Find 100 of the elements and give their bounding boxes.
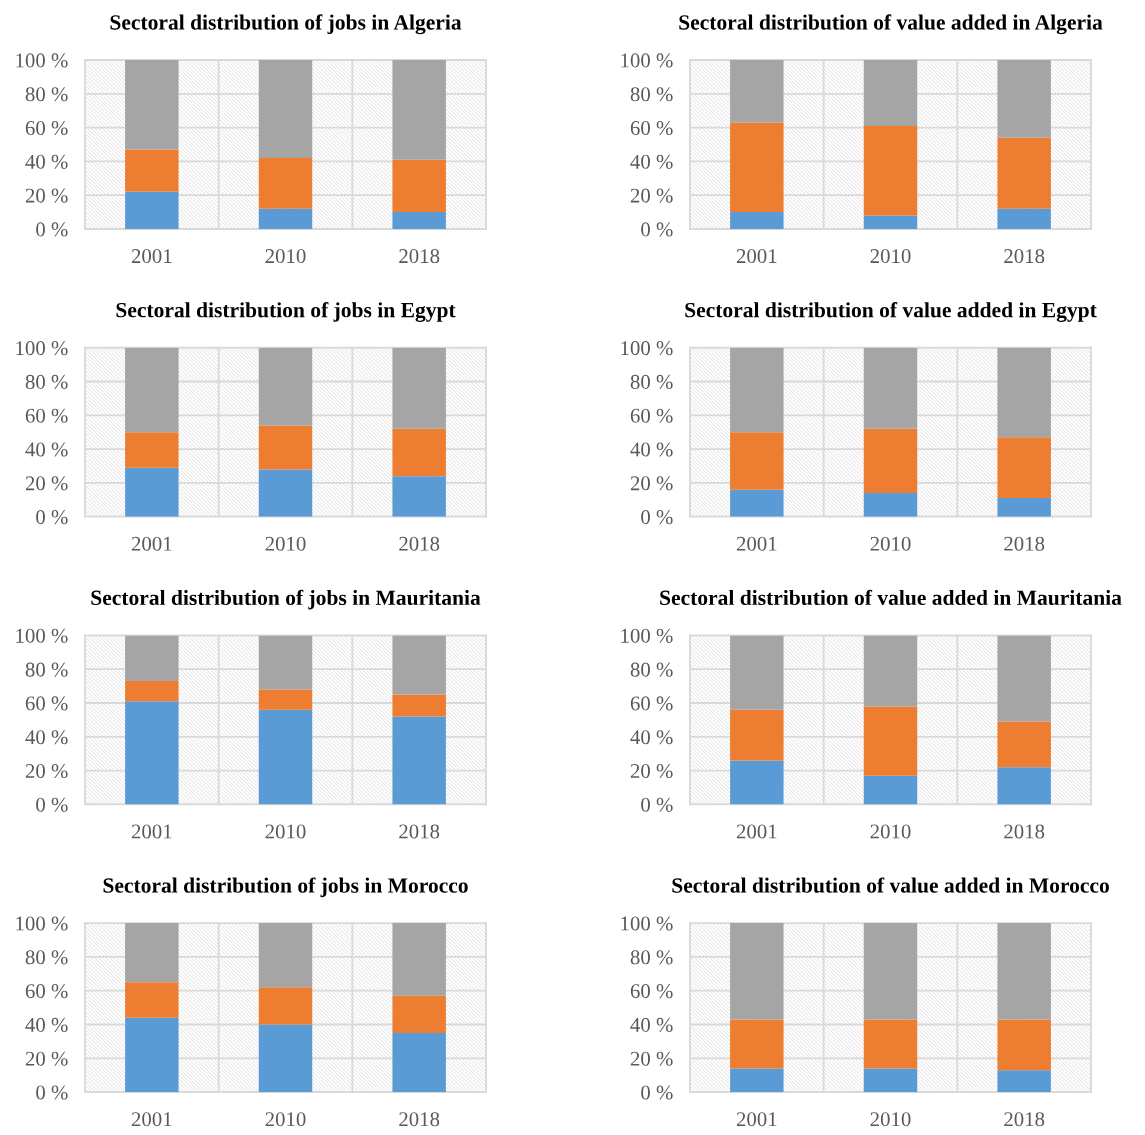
y-tick-label: 0 % [641, 510, 673, 525]
chart-title: Sectoral distribution of value added in Mauritania [660, 589, 1122, 606]
bar [730, 923, 784, 1020]
bar [997, 1019, 1051, 1071]
bar [730, 212, 784, 229]
bar [863, 493, 918, 517]
bar [392, 923, 446, 996]
bar [730, 1019, 784, 1069]
bar [863, 706, 918, 776]
bar [392, 428, 446, 477]
bar [125, 191, 179, 229]
bar [997, 437, 1051, 499]
bar [863, 923, 918, 1020]
bar [258, 208, 313, 229]
bar [392, 476, 446, 517]
bar [730, 60, 784, 123]
x-tick-label: 2001 [736, 249, 777, 264]
x-tick-label: 2001 [131, 824, 172, 839]
y-tick-label: 80 % [630, 662, 673, 677]
bar [258, 635, 313, 690]
bar [258, 987, 313, 1025]
x-tick-label: 2001 [736, 1112, 777, 1127]
x-tick-label: 2001 [736, 536, 777, 551]
bar [730, 489, 784, 517]
bar [997, 767, 1051, 805]
bar [863, 428, 918, 494]
x-tick-label: 2001 [736, 824, 777, 839]
bar [125, 347, 179, 433]
y-tick-label: 80 % [630, 374, 673, 389]
bar [125, 982, 179, 1018]
x-tick-label: 2010 [870, 824, 911, 839]
bar [392, 159, 446, 213]
y-tick-label: 0 % [36, 222, 68, 237]
bar [258, 425, 313, 470]
bar [258, 689, 313, 710]
bar [125, 60, 179, 150]
bar [125, 149, 179, 192]
y-tick-label: 20 % [25, 763, 68, 779]
bar [125, 432, 179, 468]
bar [730, 635, 784, 710]
x-tick-label: 2010 [870, 536, 911, 551]
y-tick-label: 20 % [630, 476, 673, 491]
bar [258, 923, 313, 988]
chart-title: Sectoral distribution of jobs in Mauritania [91, 589, 481, 610]
y-tick-label: 100 % [16, 628, 68, 643]
chart-title: Sectoral distribution of value added in Morocco [672, 877, 1109, 893]
y-tick-label: 80 % [630, 87, 673, 102]
y-tick-label: 80 % [25, 950, 68, 965]
y-tick-label: 20 % [25, 188, 68, 203]
chart-title: Sectoral distribution of jobs in Egypt [116, 301, 456, 322]
bar [392, 347, 446, 429]
bar [730, 1068, 784, 1093]
y-tick-label: 20 % [630, 1051, 673, 1066]
y-tick-label: 60 % [25, 408, 68, 423]
bar [392, 212, 446, 229]
x-tick-label: 2001 [131, 536, 172, 551]
bar [997, 498, 1051, 517]
bar [125, 701, 179, 805]
bar [997, 635, 1051, 722]
y-tick-label: 0 % [641, 222, 673, 237]
bar [863, 775, 918, 805]
bar [863, 347, 918, 429]
x-tick-label: 2018 [399, 536, 440, 551]
x-tick-label: 2018 [399, 824, 440, 839]
x-tick-label: 2001 [131, 1112, 172, 1127]
bar [392, 995, 446, 1033]
bar [392, 60, 446, 160]
chart-title: Sectoral distribution of value added in Egypt [685, 301, 1097, 322]
bar [392, 694, 446, 717]
y-tick-label: 40 % [25, 730, 68, 745]
y-tick-label: 100 % [16, 916, 68, 931]
y-tick-label: 0 % [641, 1085, 673, 1100]
x-tick-label: 2001 [131, 249, 172, 264]
bar [863, 125, 918, 216]
bar [258, 158, 313, 209]
y-tick-label: 100 % [16, 341, 68, 356]
bar [997, 721, 1051, 768]
y-tick-label: 60 % [630, 984, 673, 999]
bar [863, 60, 918, 126]
y-tick-label: 40 % [630, 1017, 673, 1032]
bar [125, 681, 179, 702]
chart-title: Sectoral distribution of jobs in Algeria [110, 14, 462, 35]
bar [863, 215, 918, 229]
bar [997, 1070, 1051, 1093]
y-tick-label: 40 % [25, 1017, 68, 1032]
y-tick-label: 100 % [621, 916, 673, 931]
x-tick-label: 2018 [1004, 536, 1045, 551]
bar [730, 709, 784, 761]
x-tick-label: 2018 [399, 249, 440, 264]
y-tick-label: 60 % [25, 120, 68, 136]
bar [125, 635, 179, 682]
x-tick-label: 2018 [1004, 249, 1045, 264]
x-tick-label: 2018 [1004, 824, 1045, 839]
y-tick-label: 20 % [25, 476, 68, 491]
y-tick-label: 40 % [25, 442, 68, 457]
bar [258, 709, 313, 805]
bar [863, 1068, 918, 1093]
bar [997, 347, 1051, 438]
bar [730, 122, 784, 213]
y-tick-label: 40 % [630, 442, 673, 457]
